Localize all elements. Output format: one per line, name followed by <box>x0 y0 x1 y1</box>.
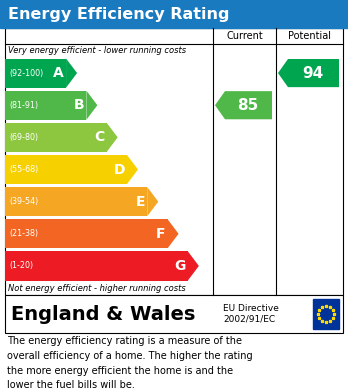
Polygon shape <box>278 59 339 87</box>
Polygon shape <box>66 59 77 88</box>
Text: England & Wales: England & Wales <box>11 305 195 323</box>
Text: F: F <box>156 227 166 241</box>
Bar <box>5 123 107 152</box>
Text: EU Directive
2002/91/EC: EU Directive 2002/91/EC <box>223 304 279 324</box>
Text: (39-54): (39-54) <box>9 197 38 206</box>
Text: (81-91): (81-91) <box>9 101 38 110</box>
Bar <box>313 299 339 329</box>
Polygon shape <box>86 91 97 120</box>
Text: (1-20): (1-20) <box>9 262 33 271</box>
Text: 94: 94 <box>302 66 323 81</box>
Text: E: E <box>136 195 145 209</box>
Polygon shape <box>168 219 179 248</box>
Polygon shape <box>215 91 272 119</box>
Text: Potential: Potential <box>288 31 331 41</box>
Text: (55-68): (55-68) <box>9 165 38 174</box>
Text: Very energy efficient - lower running costs: Very energy efficient - lower running co… <box>8 46 186 55</box>
Text: The energy efficiency rating is a measure of the
overall efficiency of a home. T: The energy efficiency rating is a measur… <box>7 336 253 390</box>
Bar <box>5 91 86 120</box>
Bar <box>5 295 343 333</box>
Text: G: G <box>174 259 186 273</box>
Text: 85: 85 <box>237 98 258 113</box>
Polygon shape <box>188 251 199 280</box>
Text: (69-80): (69-80) <box>9 133 38 142</box>
Text: Energy Efficiency Rating: Energy Efficiency Rating <box>8 7 229 22</box>
Bar <box>5 187 147 216</box>
Text: (92-100): (92-100) <box>9 68 43 77</box>
Text: (21-38): (21-38) <box>9 229 38 238</box>
Text: A: A <box>53 66 64 80</box>
Bar <box>5 251 188 280</box>
Bar <box>0 0 348 28</box>
Polygon shape <box>107 123 118 152</box>
Text: B: B <box>74 98 84 112</box>
Bar <box>5 219 168 248</box>
Polygon shape <box>127 155 138 184</box>
Bar <box>5 59 66 88</box>
Bar <box>5 28 343 295</box>
Polygon shape <box>147 187 158 216</box>
Text: Not energy efficient - higher running costs: Not energy efficient - higher running co… <box>8 284 186 293</box>
Bar <box>5 155 127 184</box>
Text: D: D <box>113 163 125 176</box>
Text: Current: Current <box>226 31 263 41</box>
Text: C: C <box>94 130 105 144</box>
